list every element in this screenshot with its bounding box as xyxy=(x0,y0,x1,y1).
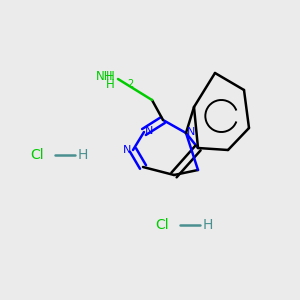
Text: H: H xyxy=(78,148,88,162)
Text: H: H xyxy=(106,77,114,91)
Text: N: N xyxy=(123,145,131,155)
Text: 2: 2 xyxy=(127,79,133,89)
Text: H: H xyxy=(106,70,114,83)
Text: N: N xyxy=(187,127,195,137)
Text: N: N xyxy=(145,126,153,136)
Text: NH: NH xyxy=(95,70,113,83)
Text: Cl: Cl xyxy=(155,218,169,232)
Text: H: H xyxy=(203,218,213,232)
Text: Cl: Cl xyxy=(30,148,43,162)
